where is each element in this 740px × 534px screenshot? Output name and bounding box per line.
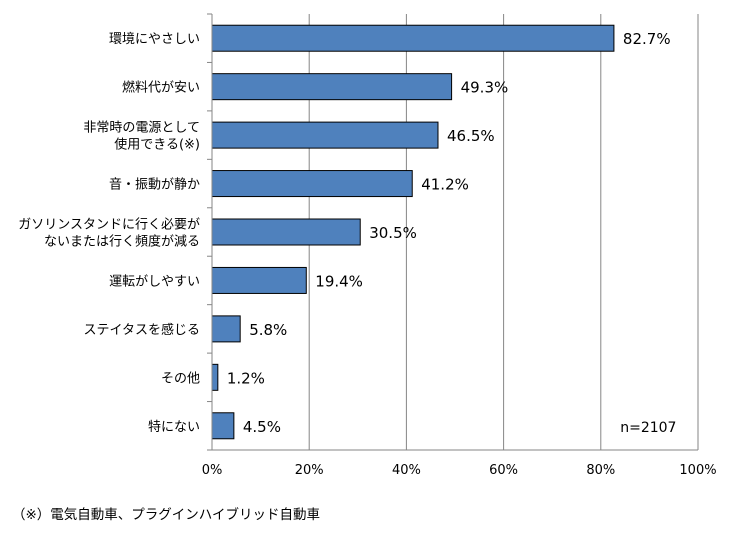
category-label: 環境にやさしい: [109, 32, 200, 47]
bar-chart: 0% 20% 40% 60% 80% 100% 環境にやさしい 82.7% 燃料代が安い 49.3…: [18, 13, 717, 478]
bar: [211, 266, 307, 294]
data-label: 82.7%: [623, 30, 671, 48]
bar: [211, 315, 241, 343]
data-label: 30.5%: [369, 224, 417, 242]
bar: [211, 218, 361, 246]
data-label: 4.5%: [243, 418, 281, 436]
footnote: （※）電気自動車、プラグインハイブリッド自動車: [12, 507, 321, 523]
category-label: 音・振動が静か: [109, 177, 200, 193]
category-label: ガソリンスタンドに行く必要がないまたは行く頻度が減る: [18, 218, 200, 250]
bar: [211, 170, 413, 198]
category-label: 非常時の電源として使用できる(※): [83, 121, 200, 153]
x-tick-label: 60%: [489, 463, 518, 478]
axes: [207, 13, 698, 451]
category-label: 燃料代が安い: [122, 80, 200, 96]
x-tick-label: 20%: [295, 463, 324, 478]
bar: [211, 363, 219, 391]
category-label: 特にない: [148, 420, 200, 435]
bar: [211, 73, 453, 101]
x-tick-label: 0%: [202, 463, 223, 478]
sample-size-label: n=2107: [620, 420, 676, 436]
data-label: 19.4%: [315, 272, 363, 290]
bar: [211, 121, 439, 149]
category-label: ステイタスを感じる: [84, 322, 200, 338]
x-tick-label: 100%: [679, 463, 716, 478]
category-label: 運転がしやすい: [109, 274, 200, 289]
bar: [211, 24, 615, 52]
data-label: 49.3%: [461, 79, 509, 97]
data-label: 5.8%: [249, 321, 287, 339]
labels: 0% 20% 40% 60% 80% 100% 環境にやさしい 82.7% 燃料代が安い 49.3…: [18, 30, 716, 478]
data-label: 41.2%: [421, 176, 469, 194]
data-label: 46.5%: [447, 127, 495, 145]
category-label: その他: [161, 371, 200, 386]
x-tick-label: 40%: [392, 463, 421, 478]
x-tick-label: 80%: [586, 463, 615, 478]
data-label: 1.2%: [227, 369, 265, 387]
bar: [211, 412, 235, 440]
